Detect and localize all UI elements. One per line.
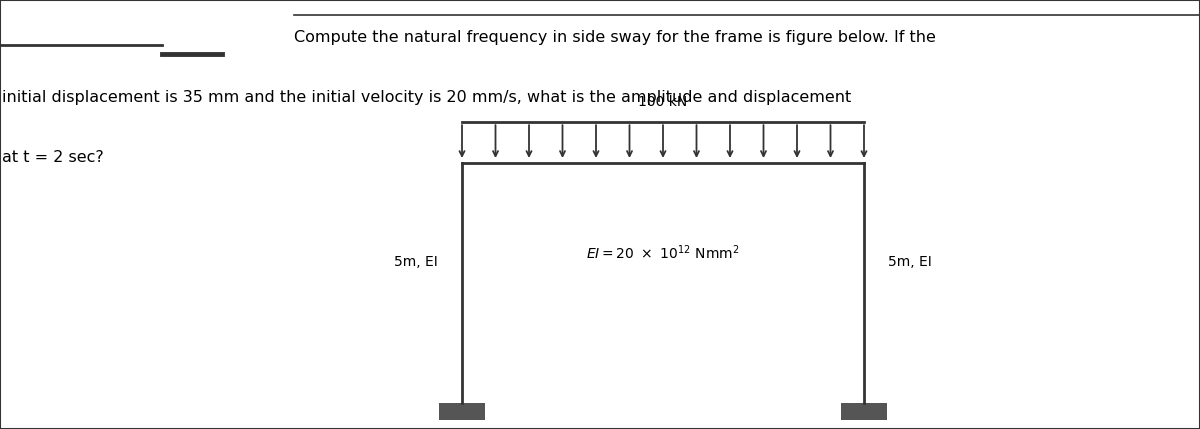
Bar <box>841 403 887 420</box>
Text: 5m, EI: 5m, EI <box>888 255 931 269</box>
Text: $EI = 20\ \times\ 10^{12}\ \mathrm{Nmm}^2$: $EI = 20\ \times\ 10^{12}\ \mathrm{Nmm}^… <box>587 244 739 263</box>
Text: initial displacement is 35 mm and the initial velocity is 20 mm/s, what is the a: initial displacement is 35 mm and the in… <box>2 90 852 105</box>
Bar <box>439 403 485 420</box>
Text: at t = 2 sec?: at t = 2 sec? <box>2 150 104 165</box>
Text: 100 kN: 100 kN <box>638 95 688 109</box>
Text: Compute the natural frequency in side sway for the frame is figure below. If the: Compute the natural frequency in side sw… <box>294 30 936 45</box>
Text: 5m, EI: 5m, EI <box>395 255 438 269</box>
